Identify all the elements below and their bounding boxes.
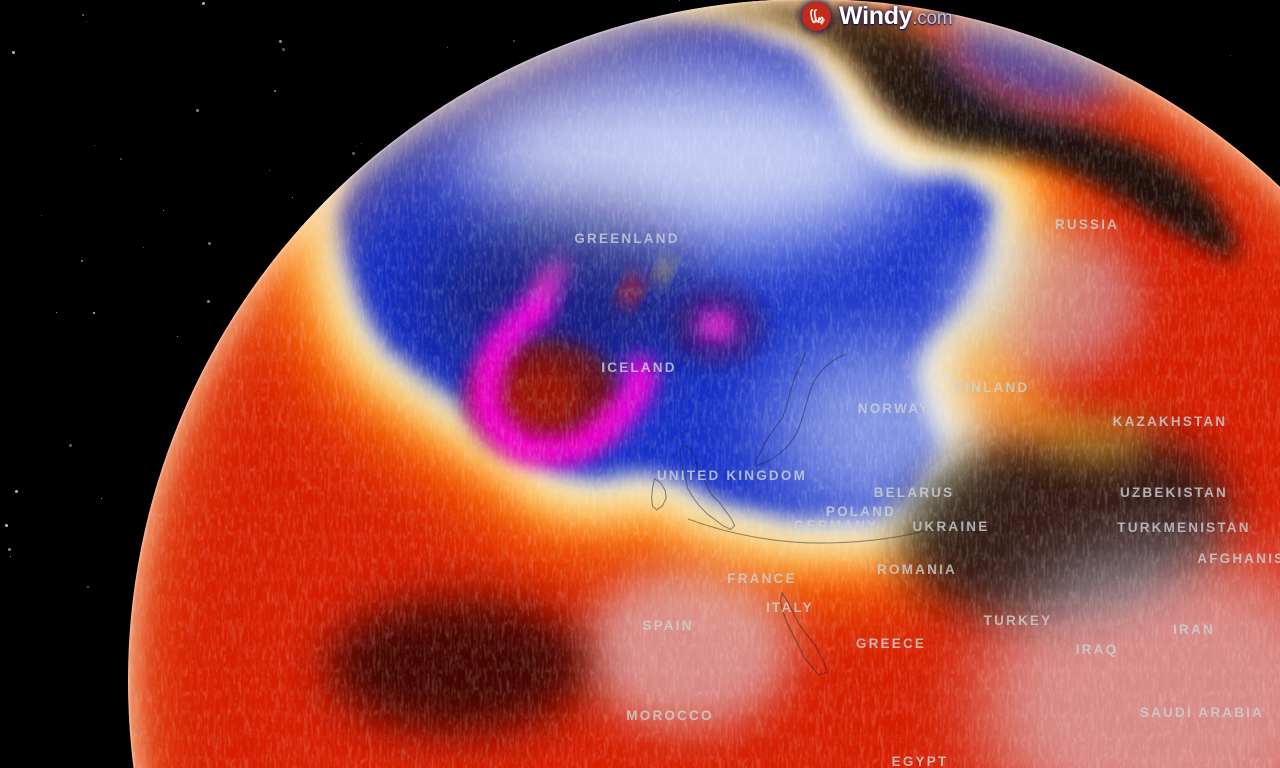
svg-text:UKRAINE: UKRAINE: [912, 519, 989, 534]
svg-text:SAUDI ARABIA: SAUDI ARABIA: [1140, 705, 1264, 720]
svg-text:AFGHANISTAN: AFGHANISTAN: [1197, 551, 1280, 566]
svg-text:KAZAKHSTAN: KAZAKHSTAN: [1112, 414, 1227, 429]
svg-text:MOROCCO: MOROCCO: [626, 708, 713, 723]
svg-text:IRAQ: IRAQ: [1076, 642, 1119, 657]
svg-text:ICELAND: ICELAND: [601, 360, 676, 375]
svg-text:GREECE: GREECE: [856, 636, 926, 651]
svg-text:GREENLAND: GREENLAND: [574, 231, 679, 246]
svg-text:FINLAND: FINLAND: [954, 380, 1029, 395]
svg-text:FRANCE: FRANCE: [727, 571, 796, 586]
svg-text:SPAIN: SPAIN: [642, 618, 693, 633]
svg-text:UNITED KINGDOM: UNITED KINGDOM: [657, 468, 807, 483]
svg-text:GERMANY: GERMANY: [794, 518, 878, 533]
svg-text:IRAN: IRAN: [1173, 622, 1215, 637]
svg-text:NORWAY: NORWAY: [858, 401, 930, 416]
svg-text:TURKEY: TURKEY: [983, 613, 1052, 628]
svg-text:UZBEKISTAN: UZBEKISTAN: [1120, 485, 1228, 500]
svg-text:BELARUS: BELARUS: [873, 485, 954, 500]
svg-text:RUSSIA: RUSSIA: [1055, 217, 1119, 232]
svg-text:TURKMENISTAN: TURKMENISTAN: [1117, 520, 1250, 535]
svg-text:ROMANIA: ROMANIA: [877, 562, 957, 577]
svg-text:POLAND: POLAND: [826, 504, 896, 519]
svg-text:EGYPT: EGYPT: [891, 754, 948, 768]
svg-text:ITALY: ITALY: [766, 600, 814, 615]
